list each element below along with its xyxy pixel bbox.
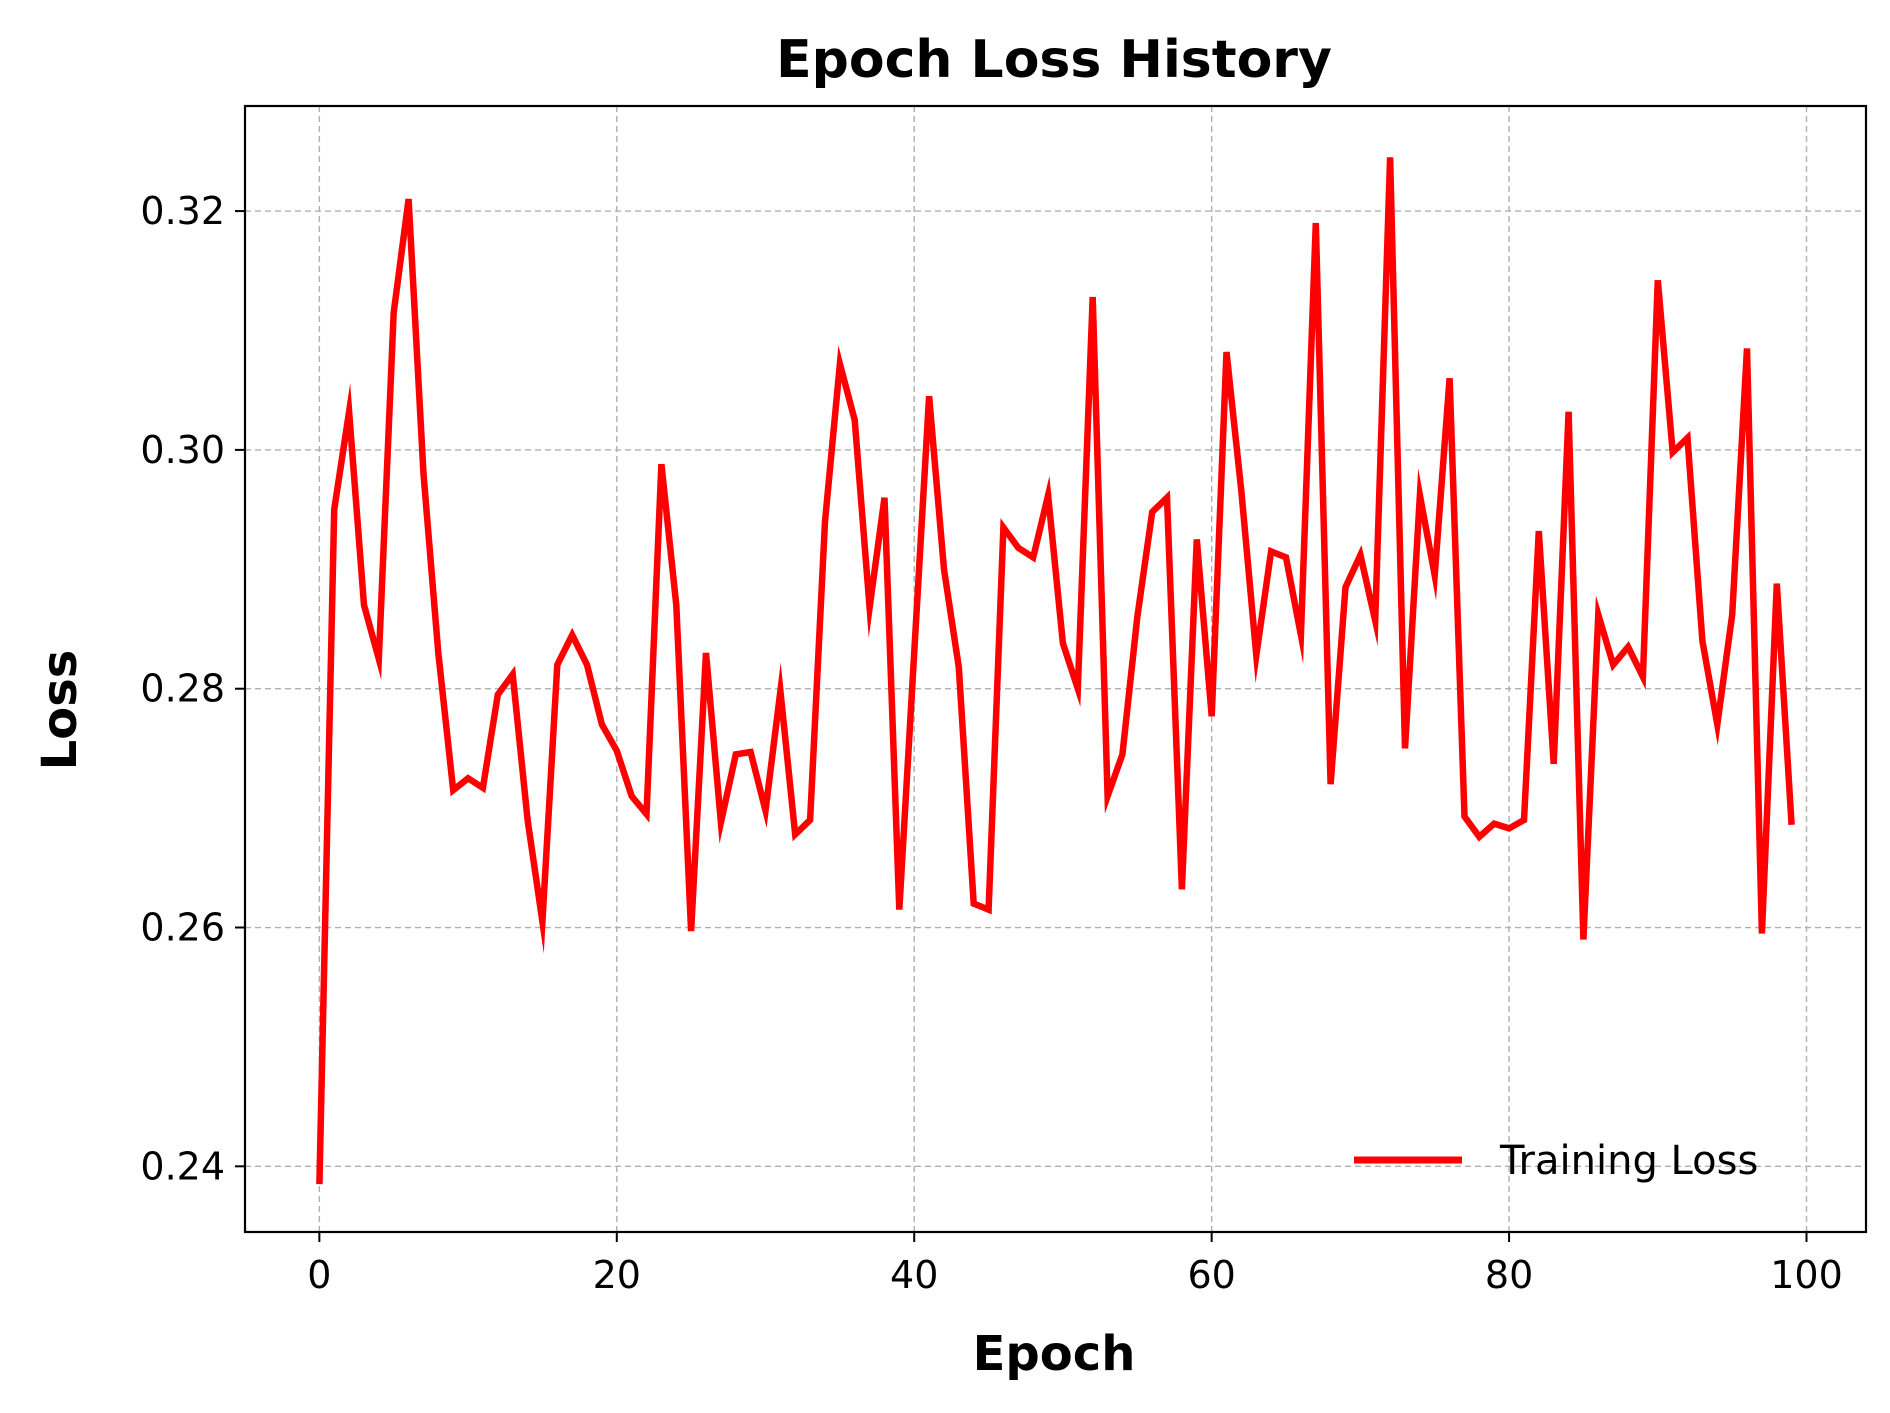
y-tick-label: 0.26 — [140, 906, 225, 950]
x-tick-label: 60 — [1187, 1253, 1235, 1297]
axis-ticks: 0 20 40 60 80 100 0.24 0.26 0.28 0.30 0.32 — [140, 189, 1842, 1297]
y-tick-label: 0.30 — [140, 428, 225, 472]
y-tick-label: 0.24 — [140, 1144, 225, 1188]
plot-frame — [243, 104, 1868, 1234]
y-tick-label: 0.32 — [140, 189, 225, 233]
y-axis-label: Loss — [32, 650, 88, 771]
y-tick-label: 0.28 — [140, 667, 225, 711]
x-axis-label: Epoch — [973, 1326, 1136, 1382]
chart-title: Epoch Loss History — [776, 30, 1332, 90]
x-tick-label: 40 — [890, 1253, 938, 1297]
x-tick-label: 20 — [593, 1253, 641, 1297]
series-line-training-loss — [316, 157, 1795, 1185]
x-tick-label: 100 — [1770, 1253, 1843, 1297]
x-tick-label: 80 — [1485, 1253, 1533, 1297]
legend: Training Loss — [1354, 1138, 1758, 1184]
series-layer — [316, 157, 1795, 1185]
legend-label-training-loss: Training Loss — [1499, 1138, 1758, 1184]
x-tick-label: 0 — [307, 1253, 331, 1297]
